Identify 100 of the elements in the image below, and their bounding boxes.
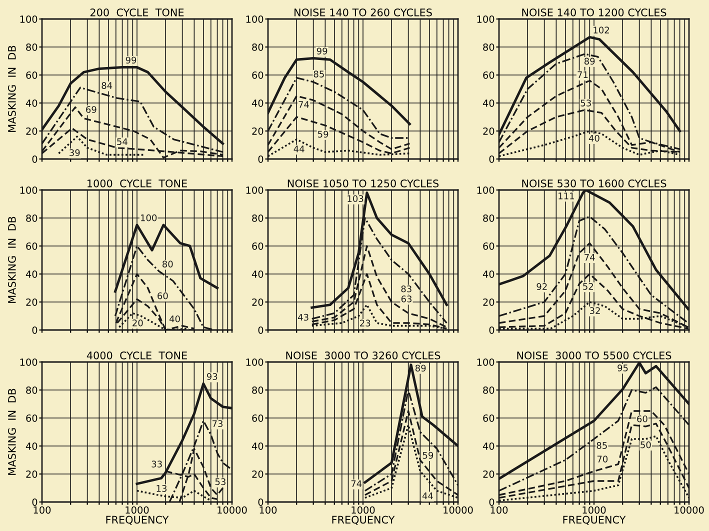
series-label: 32 bbox=[590, 307, 600, 314]
x-axis-title: FREQUENCY bbox=[106, 516, 169, 525]
y-tick-label: 100 bbox=[20, 186, 38, 194]
y-tick-label: 20 bbox=[26, 298, 38, 306]
series-label: 102 bbox=[594, 26, 609, 34]
y-tick-label: 0 bbox=[489, 326, 494, 334]
y-tick-label: 100 bbox=[246, 358, 264, 366]
y-tick-label: 80 bbox=[252, 43, 264, 51]
series-label: 99 bbox=[126, 56, 136, 64]
y-tick-label: 60 bbox=[26, 71, 38, 79]
y-tick-label: 20 bbox=[252, 298, 264, 306]
series-label: 52 bbox=[583, 282, 593, 290]
series-label: 100 bbox=[140, 214, 157, 222]
series-label: 69 bbox=[86, 106, 96, 113]
y-tick-label: 100 bbox=[20, 15, 38, 23]
series-label: 80 bbox=[162, 260, 173, 268]
x-tick-label: 1000 bbox=[582, 506, 606, 514]
y-tick-label: 0 bbox=[32, 498, 38, 506]
series-label: 39 bbox=[70, 149, 80, 156]
y-tick-label: 0 bbox=[258, 326, 264, 334]
series-label: 74 bbox=[298, 101, 310, 108]
chart-title: NOISE 3000 TO 3260 CYCLES bbox=[286, 351, 440, 360]
series-label: 71 bbox=[578, 71, 588, 78]
y-tick-label: 40 bbox=[482, 270, 494, 278]
series-label: 13 bbox=[156, 485, 167, 492]
series-label: 59 bbox=[318, 130, 328, 138]
y-tick-label: 40 bbox=[482, 99, 494, 107]
y-tick-label: 40 bbox=[26, 442, 38, 450]
y-tick-label: 80 bbox=[483, 43, 494, 51]
y-tick-label: 0 bbox=[32, 155, 38, 163]
y-tick-label: 80 bbox=[483, 214, 494, 222]
series-label: 85 bbox=[314, 70, 324, 78]
y-axis-title: MASKING IN DB bbox=[8, 216, 16, 303]
x-axis-title: FREQUENCY bbox=[332, 516, 395, 525]
y-tick-label: 60 bbox=[252, 242, 264, 250]
x-tick-label: 10000 bbox=[674, 506, 704, 514]
y-tick-label: 0 bbox=[258, 498, 264, 506]
y-tick-label: 80 bbox=[252, 214, 264, 222]
y-tick-label: 100 bbox=[477, 15, 494, 23]
series-label: 63 bbox=[401, 296, 412, 302]
series-label: 74 bbox=[584, 254, 595, 261]
chart-title: 1000 CYCLE TONE bbox=[88, 179, 187, 188]
series-label: 60 bbox=[637, 415, 648, 422]
series-label: 20 bbox=[132, 320, 143, 326]
chart-title: NOISE 140 TO 260 CYCLES bbox=[294, 8, 432, 16]
y-tick-label: 0 bbox=[489, 498, 494, 506]
y-tick-label: 60 bbox=[483, 242, 494, 250]
y-tick-label: 100 bbox=[477, 358, 494, 366]
y-tick-label: 20 bbox=[483, 127, 494, 135]
series-label: 83 bbox=[401, 285, 412, 292]
chart-title: NOISE 530 TO 1600 CYCLES bbox=[522, 179, 666, 188]
y-tick-label: 20 bbox=[26, 127, 38, 135]
series-label: 44 bbox=[294, 146, 304, 152]
series-label: 43 bbox=[298, 314, 308, 321]
y-tick-label: 20 bbox=[252, 470, 264, 478]
series-label: 59 bbox=[422, 452, 434, 459]
series-label: 23 bbox=[360, 320, 370, 327]
y-tick-label: 60 bbox=[252, 71, 264, 79]
y-tick-label: 60 bbox=[483, 71, 494, 79]
y-tick-label: 100 bbox=[246, 15, 264, 23]
y-tick-label: 20 bbox=[483, 470, 494, 478]
y-tick-label: 60 bbox=[483, 414, 494, 422]
chart-title: 200 CYCLE TONE bbox=[90, 8, 184, 16]
series-label: 99 bbox=[316, 48, 328, 54]
x-tick-label: 1000 bbox=[352, 506, 375, 514]
series-label: 44 bbox=[422, 492, 433, 500]
series-label: 60 bbox=[158, 292, 168, 300]
series-label: 40 bbox=[588, 134, 600, 142]
series-label: 74 bbox=[351, 480, 362, 487]
y-tick-label: 40 bbox=[252, 99, 264, 107]
y-tick-label: 40 bbox=[252, 442, 264, 450]
chart-title: NOISE 140 TO 1200 CYCLES bbox=[522, 8, 666, 16]
y-tick-label: 0 bbox=[32, 326, 38, 334]
series-label: 33 bbox=[152, 460, 162, 468]
y-tick-label: 20 bbox=[483, 298, 494, 306]
y-tick-label: 20 bbox=[252, 127, 264, 135]
y-tick-label: 100 bbox=[20, 358, 38, 366]
series-label: 92 bbox=[536, 283, 547, 290]
series-label: 111 bbox=[558, 192, 574, 200]
chart-title: NOISE 1050 TO 1250 CYCLES bbox=[288, 179, 439, 188]
series-label: 53 bbox=[580, 100, 591, 106]
y-tick-label: 100 bbox=[477, 186, 494, 194]
y-tick-label: 100 bbox=[246, 186, 264, 194]
series-label: 54 bbox=[117, 138, 128, 146]
y-axis-title: MASKING IN DB bbox=[8, 388, 16, 475]
y-tick-label: 80 bbox=[252, 386, 264, 394]
y-axis-title: MASKING IN DB bbox=[8, 46, 16, 132]
y-tick-label: 60 bbox=[26, 242, 38, 250]
y-tick-label: 60 bbox=[252, 414, 264, 422]
y-tick-label: 0 bbox=[258, 155, 264, 163]
x-tick-label: 10000 bbox=[218, 506, 247, 514]
series-label: 70 bbox=[597, 456, 608, 462]
y-tick-label: 40 bbox=[482, 442, 494, 450]
series-label: 103 bbox=[348, 195, 364, 202]
x-axis-title: FREQUENCY bbox=[563, 516, 626, 525]
series-label: 84 bbox=[102, 82, 112, 89]
y-tick-label: 60 bbox=[26, 414, 38, 422]
series-label: 89 bbox=[584, 58, 595, 65]
series-label: 40 bbox=[169, 315, 180, 322]
series-label: 73 bbox=[212, 420, 223, 428]
